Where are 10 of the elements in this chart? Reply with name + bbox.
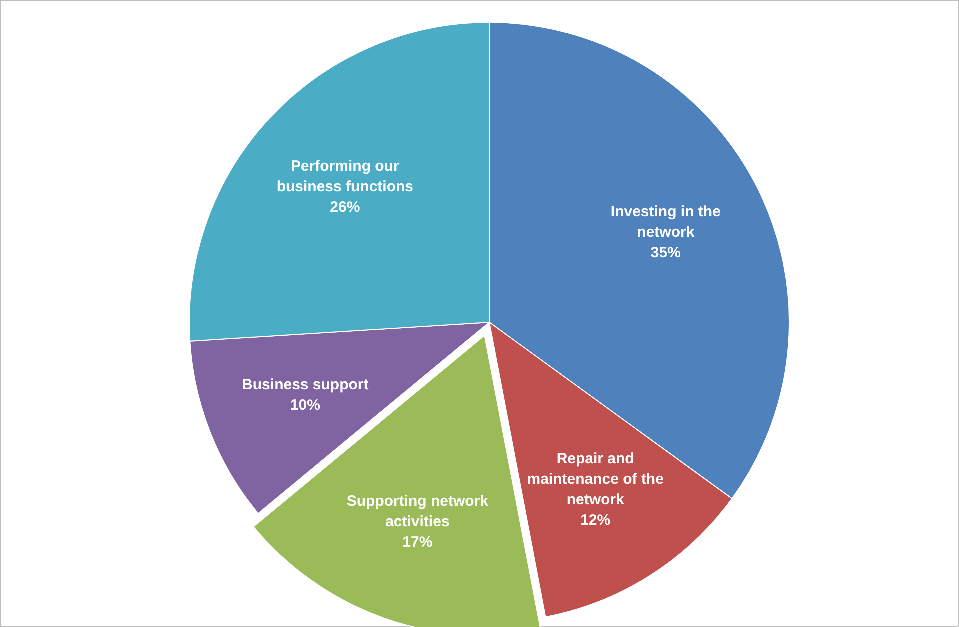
slice-label: Business support (242, 376, 369, 394)
slice-label: Investing in the network (610, 204, 721, 242)
data-label: 10% (290, 397, 320, 414)
slice-label: Supporting network activities (346, 493, 490, 530)
slice-label: Performing our business functions (276, 158, 414, 196)
data-label: 17% (402, 534, 433, 551)
data-label: 26% (330, 198, 360, 216)
data-label: 35% (650, 244, 681, 262)
data-label: 12% (580, 512, 611, 529)
slice-label: Repair and maintenance of the network (527, 450, 664, 508)
